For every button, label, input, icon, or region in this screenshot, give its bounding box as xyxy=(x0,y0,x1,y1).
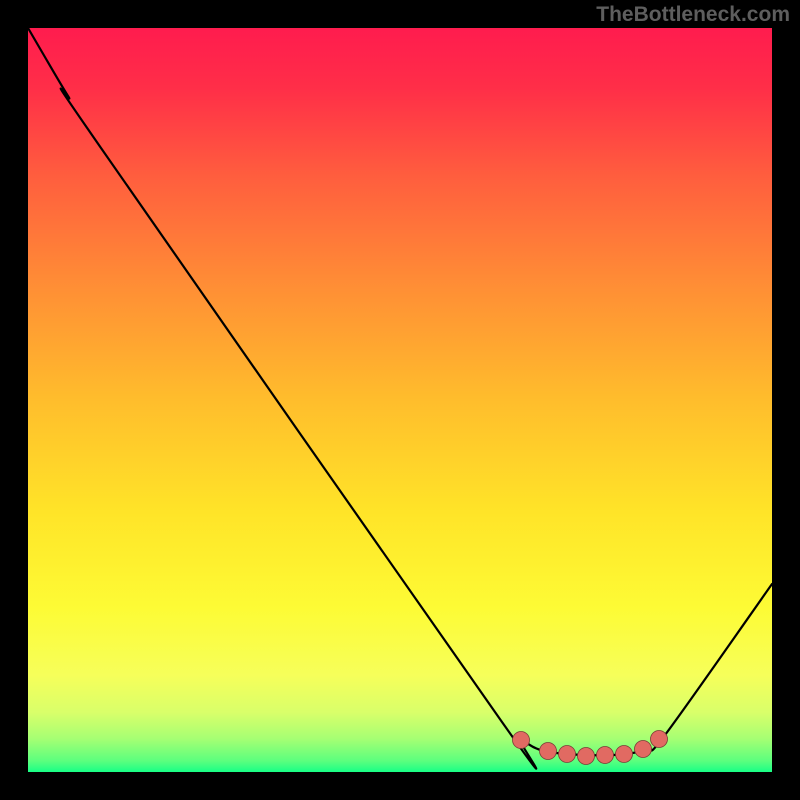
curve-marker xyxy=(540,743,557,760)
curve-marker xyxy=(513,732,530,749)
chart-frame: TheBottleneck.com xyxy=(0,0,800,800)
gradient-background xyxy=(28,28,772,772)
curve-marker xyxy=(635,741,652,758)
curve-marker xyxy=(651,731,668,748)
curve-marker xyxy=(597,747,614,764)
curve-marker xyxy=(578,748,595,765)
bottleneck-chart-svg xyxy=(28,28,772,772)
watermark-text: TheBottleneck.com xyxy=(596,3,790,27)
curve-marker xyxy=(559,746,576,763)
curve-marker xyxy=(616,746,633,763)
plot-area xyxy=(28,28,772,772)
